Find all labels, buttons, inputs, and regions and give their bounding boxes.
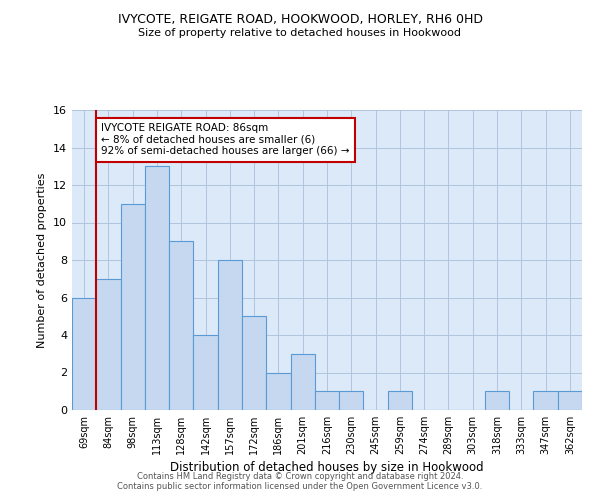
Bar — [169, 242, 193, 410]
Text: Contains public sector information licensed under the Open Government Licence v3: Contains public sector information licen… — [118, 482, 482, 491]
Bar — [315, 391, 339, 410]
Y-axis label: Number of detached properties: Number of detached properties — [37, 172, 47, 348]
Bar — [121, 204, 145, 410]
Bar — [218, 260, 242, 410]
Bar — [339, 391, 364, 410]
Bar — [485, 391, 509, 410]
Bar — [242, 316, 266, 410]
Bar — [533, 391, 558, 410]
Text: Size of property relative to detached houses in Hookwood: Size of property relative to detached ho… — [139, 28, 461, 38]
Bar — [96, 279, 121, 410]
Text: Contains HM Land Registry data © Crown copyright and database right 2024.: Contains HM Land Registry data © Crown c… — [137, 472, 463, 481]
Bar — [72, 298, 96, 410]
Text: IVYCOTE REIGATE ROAD: 86sqm
← 8% of detached houses are smaller (6)
92% of semi-: IVYCOTE REIGATE ROAD: 86sqm ← 8% of deta… — [101, 123, 350, 156]
Text: IVYCOTE, REIGATE ROAD, HOOKWOOD, HORLEY, RH6 0HD: IVYCOTE, REIGATE ROAD, HOOKWOOD, HORLEY,… — [118, 12, 482, 26]
Bar — [145, 166, 169, 410]
Bar — [388, 391, 412, 410]
X-axis label: Distribution of detached houses by size in Hookwood: Distribution of detached houses by size … — [170, 461, 484, 474]
Bar — [193, 335, 218, 410]
Bar — [558, 391, 582, 410]
Bar — [266, 372, 290, 410]
Bar — [290, 354, 315, 410]
